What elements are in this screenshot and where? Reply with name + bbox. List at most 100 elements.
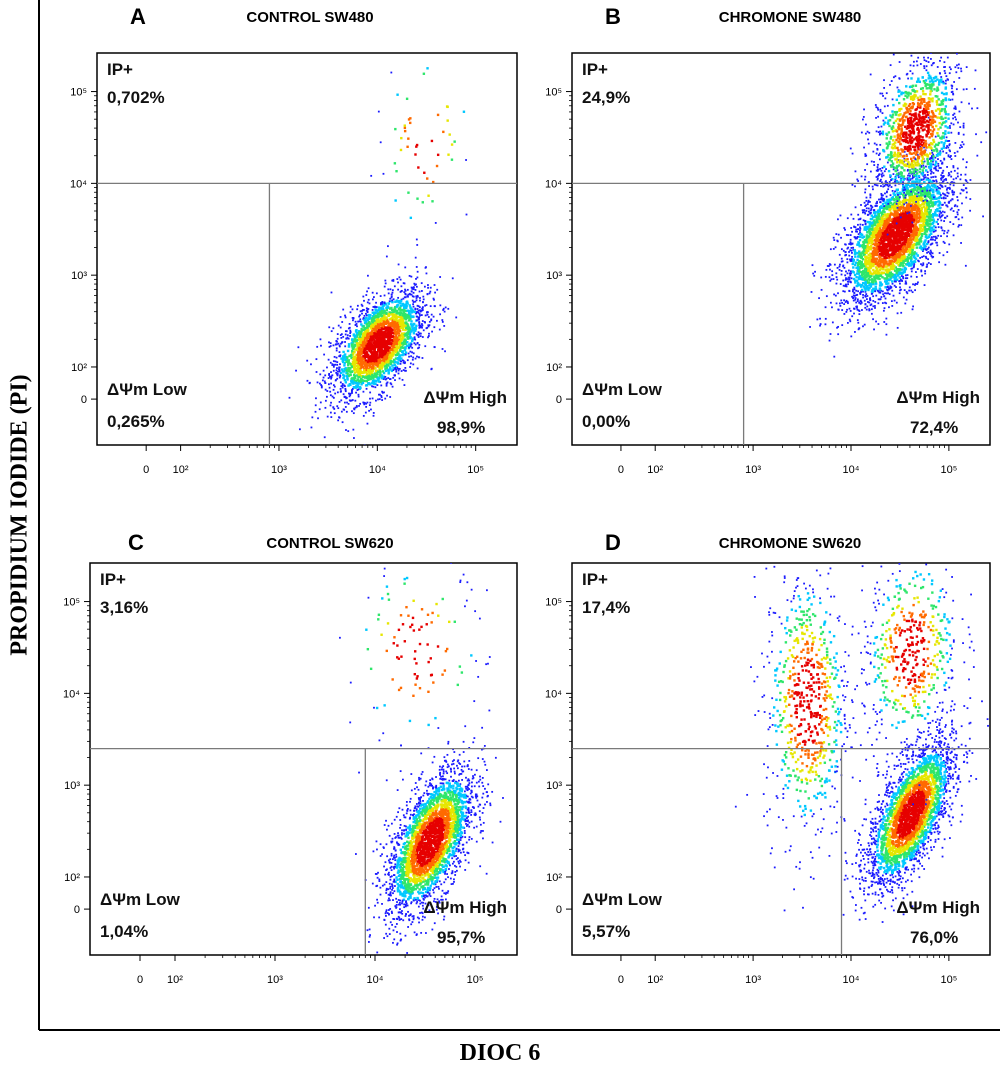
event-point [358, 396, 360, 398]
event-point [382, 362, 384, 364]
event-point [399, 378, 401, 380]
event-point [857, 241, 859, 243]
event-point [843, 299, 845, 301]
event-point [414, 336, 416, 338]
event-point [831, 306, 833, 308]
event-point [340, 316, 342, 318]
event-point [367, 301, 369, 303]
event-point [875, 260, 877, 262]
event-point [400, 363, 402, 365]
event-point [889, 293, 891, 295]
event-point [431, 140, 433, 142]
event-point [364, 376, 366, 378]
event-point [906, 277, 908, 279]
event-point [375, 325, 377, 327]
event-point [961, 217, 963, 219]
event-point [931, 184, 933, 186]
event-point [405, 354, 407, 356]
event-point [295, 370, 297, 372]
event-point [896, 302, 898, 304]
event-point [425, 315, 427, 317]
event-point [943, 220, 945, 222]
event-point [386, 385, 388, 387]
event-point [377, 318, 379, 320]
event-point [850, 310, 852, 312]
event-point [963, 143, 965, 145]
event-point [444, 350, 446, 352]
event-point [928, 262, 930, 264]
quadrant-high-value: 98,9% [437, 418, 485, 437]
event-point [844, 291, 846, 293]
event-point [317, 417, 319, 419]
event-point [901, 268, 903, 270]
event-point [900, 312, 902, 314]
event-point [957, 214, 959, 216]
event-point [391, 299, 393, 301]
event-point [408, 347, 410, 349]
event-point [384, 332, 386, 334]
event-point [409, 366, 411, 368]
event-point [369, 392, 371, 394]
event-point [388, 313, 390, 315]
event-point [407, 296, 409, 298]
event-point [451, 50, 453, 52]
event-point [865, 293, 867, 295]
event-point [436, 320, 438, 322]
event-point [362, 402, 364, 404]
event-point [869, 197, 871, 199]
event-point [899, 289, 901, 291]
event-point [447, 308, 449, 310]
event-point [933, 214, 935, 216]
event-point [414, 327, 416, 329]
event-point [364, 337, 366, 339]
event-point [342, 360, 344, 362]
event-point [909, 196, 911, 198]
event-point [410, 345, 412, 347]
event-point [865, 274, 867, 276]
event-point [871, 313, 873, 315]
event-point [423, 329, 425, 331]
panel-letter: B [605, 4, 621, 29]
event-point [365, 406, 367, 408]
event-point [982, 215, 984, 217]
event-point [394, 379, 396, 381]
event-point [939, 213, 941, 215]
event-point [930, 227, 932, 229]
event-point [369, 404, 371, 406]
event-point [412, 363, 414, 365]
event-point [388, 327, 390, 329]
event-point [422, 320, 424, 322]
event-point [338, 325, 340, 327]
event-point [393, 321, 395, 323]
event-point [902, 250, 904, 252]
event-point [385, 346, 387, 348]
x-tick-label: 10² [173, 464, 189, 476]
event-point [363, 415, 365, 417]
y-tick-label: 10⁴ [70, 178, 87, 190]
event-point [333, 370, 335, 372]
event-point [903, 245, 905, 247]
event-point [913, 263, 915, 265]
event-point [891, 305, 893, 307]
event-point [930, 173, 932, 175]
event-point [386, 309, 388, 311]
event-point [340, 388, 342, 390]
event-point [437, 154, 439, 156]
event-point [327, 416, 329, 418]
event-point [404, 384, 406, 386]
event-point [352, 429, 354, 431]
event-point [878, 235, 880, 237]
event-point [315, 411, 317, 413]
event-point [401, 285, 403, 287]
event-point [324, 380, 326, 382]
event-point [336, 357, 338, 359]
event-point [849, 259, 851, 261]
event-point [840, 237, 842, 239]
event-point [851, 315, 853, 317]
event-point [401, 351, 403, 353]
event-point [400, 149, 402, 151]
event-point [906, 299, 908, 301]
event-point [422, 308, 424, 310]
event-point [397, 297, 399, 299]
event-point [380, 359, 382, 361]
